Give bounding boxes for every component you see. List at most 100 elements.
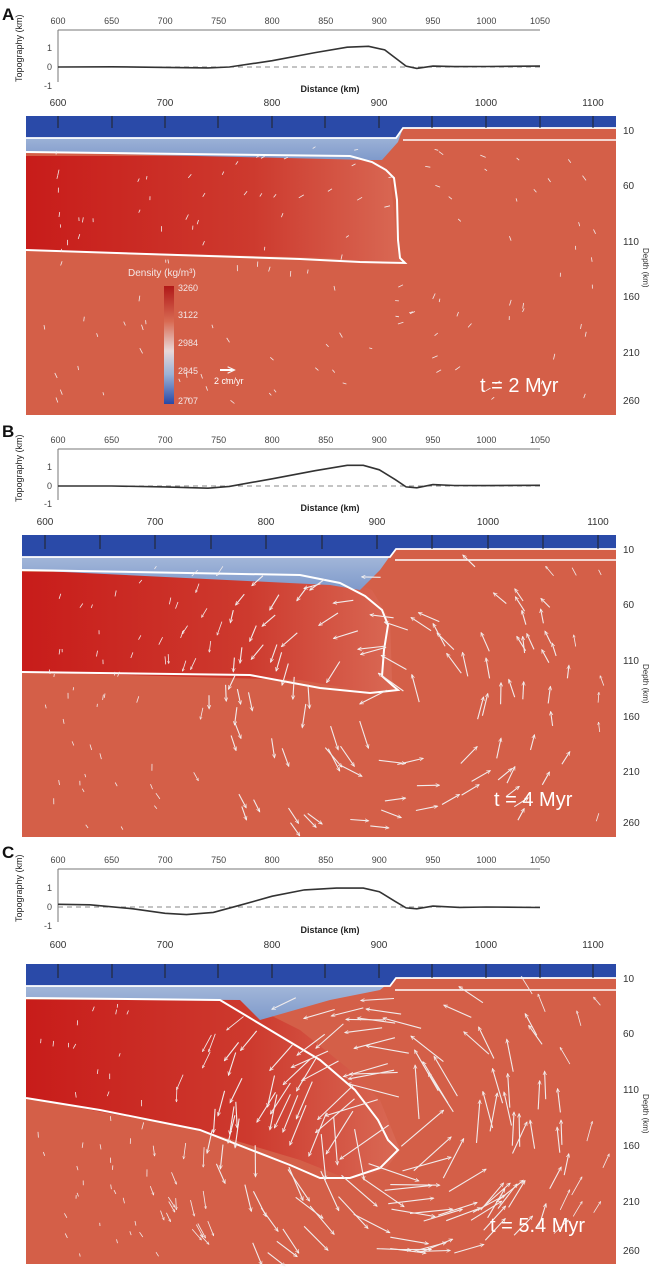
velocity-arrow: [459, 987, 484, 1004]
y-tick-label: -1: [44, 499, 52, 509]
velocity-arrow: [390, 1247, 425, 1254]
velocity-arrow: [226, 337, 230, 343]
velocity-arrow: [341, 1174, 377, 1206]
velocity-arrow: [297, 587, 308, 601]
velocity-arrow: [138, 209, 141, 213]
y-tick-label: 0: [47, 62, 52, 72]
velocity-arrow: [397, 321, 404, 325]
velocity-arrow: [129, 1231, 132, 1236]
velocity-arrow: [546, 566, 554, 576]
velocity-arrow: [243, 191, 248, 196]
velocity-arrow: [139, 348, 143, 354]
velocity-arrow: [541, 772, 549, 786]
velocity-arrow: [561, 752, 570, 765]
depth-tick: 60: [623, 600, 635, 611]
velocity-arrow: [168, 654, 169, 663]
velocity-arrow: [455, 366, 461, 371]
velocity-arrow: [139, 1231, 144, 1238]
velocity-arrow: [487, 1189, 505, 1219]
velocity-arrow: [388, 1198, 433, 1205]
velocity-arrow: [545, 1072, 546, 1100]
velocity-arrow: [230, 1106, 235, 1134]
panel-b: B Topography (km) 600 650 700 750 800 85…: [2, 422, 650, 837]
velocity-arrow: [196, 219, 199, 225]
velocity-arrow: [297, 1057, 317, 1091]
velocity-arrow: [411, 618, 432, 632]
velocity-arrow: [461, 785, 479, 796]
velocity-arrows: [37, 977, 609, 1267]
velocity-arrow: [282, 1228, 299, 1253]
velocity-arrow: [383, 1018, 422, 1029]
subducting-slab: [22, 572, 398, 692]
panel-a: A Topography (km) 600 650 700 750 800 85…: [2, 5, 650, 415]
velocity-arrow: [114, 590, 117, 597]
velocity-arrow: [247, 692, 253, 710]
velocity-arrow: [415, 1065, 420, 1120]
x-tick-label: 950: [425, 435, 440, 445]
velocity-arrow: [385, 622, 408, 631]
velocity-arrow: [62, 718, 65, 724]
velocity-arrow: [273, 193, 277, 198]
depth-axis: 10 60 110 160 210 260 Depth (km): [623, 974, 650, 1257]
velocity-arrow: [115, 1009, 117, 1015]
velocity-arrow: [549, 1167, 561, 1190]
velocity-arrow: [522, 308, 525, 313]
x-tick-label: 1050: [530, 16, 550, 26]
velocity-arrow: [494, 593, 507, 605]
velocity-arrow: [268, 266, 271, 272]
velocity-arrow: [114, 782, 118, 787]
velocity-arrow: [308, 684, 310, 709]
velocity-arrow: [116, 1003, 119, 1008]
velocity-arrow: [244, 1184, 251, 1212]
section-x-tick: 600: [50, 940, 67, 951]
velocity-arrow: [381, 809, 401, 818]
velocity-arrow: [438, 298, 441, 303]
velocity-arrow: [542, 650, 550, 663]
velocity-arrow: [187, 397, 190, 403]
velocity-arrow: [75, 1092, 77, 1098]
velocity-arrow: [59, 389, 63, 395]
velocity-arrow: [578, 222, 581, 227]
velocity-arrow: [257, 1092, 276, 1122]
velocity-arrow: [316, 1023, 344, 1048]
velocity-arrow: [102, 392, 105, 396]
topography-ylabel: Topography (km): [14, 434, 24, 502]
velocity-arrow: [330, 725, 339, 749]
depth-tick: 210: [623, 348, 640, 359]
velocity-arrow: [290, 1104, 307, 1145]
velocity-arrow: [517, 809, 524, 821]
velocity-arrow: [203, 1034, 212, 1052]
velocity-arrow: [356, 196, 363, 201]
velocity-arrow: [390, 1236, 428, 1244]
velocity-arrow: [289, 270, 292, 277]
x-tick-label: 800: [265, 16, 280, 26]
x-tick-label: 600: [50, 16, 65, 26]
y-tick-label: 0: [47, 481, 52, 491]
velocity-arrow: [541, 599, 551, 608]
velocity-arrow: [76, 1192, 79, 1197]
velocity-arrow: [184, 1142, 187, 1159]
velocity-arrow: [423, 1209, 462, 1222]
velocity-arrow: [593, 229, 596, 234]
velocity-arrow: [138, 635, 142, 640]
topography-ylabel: Topography (km): [14, 14, 24, 82]
y-tick-label: 1: [47, 883, 52, 893]
depth-tick: 160: [623, 1141, 640, 1152]
velocity-arrow: [158, 637, 163, 645]
topography-plot: Topography (km) 600 650 700 750 800 850 …: [14, 14, 550, 94]
velocity-arrow: [397, 758, 423, 766]
velocity-arrow: [467, 323, 472, 328]
section-x-tick: 1100: [582, 98, 604, 109]
x-tick-label: 800: [265, 855, 280, 865]
velocity-arrow: [199, 1234, 209, 1245]
velocity-arrow: [530, 1121, 536, 1149]
x-tick-label: 750: [211, 435, 226, 445]
velocity-arrow: [319, 612, 339, 625]
depth-tick: 60: [623, 1029, 635, 1040]
section-x-tick: 600: [50, 98, 67, 109]
velocity-arrow: [273, 389, 277, 393]
velocity-arrow: [567, 159, 572, 163]
velocity-arrow: [442, 1139, 463, 1179]
velocity-arrow: [228, 1115, 236, 1143]
velocity-arrow: [348, 1084, 400, 1098]
